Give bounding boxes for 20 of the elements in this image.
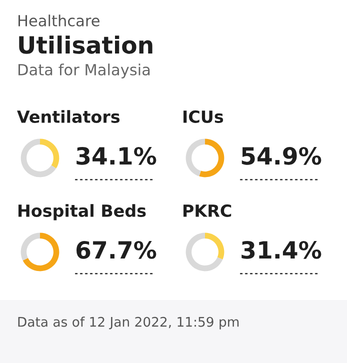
donut-slice [22,232,60,272]
chart-title: ICUs [183,110,224,123]
chart-title: Ventilators [17,110,120,123]
data-label: 54.9% [242,146,322,165]
text: Data for Malaysia [18,64,150,78]
donut-slice [199,138,224,178]
chart-title: Hospital Beds [18,204,146,220]
chart-title: PKRC [183,204,232,217]
donut-slice [186,138,205,176]
data-label: 67.7% [76,240,156,259]
data-label: 34.1% [76,146,156,165]
text: Healthcare [18,14,100,26]
text: Utilisation [19,36,152,54]
donut-slice [186,232,223,272]
text: Data as of 12 Jan 2022, 11:59 pm [18,316,239,330]
donut-slice [40,138,60,168]
donut-slice [205,232,224,260]
donut-slice [20,232,40,260]
data-label: 31.4% [242,240,322,259]
donut-slice [20,138,56,178]
